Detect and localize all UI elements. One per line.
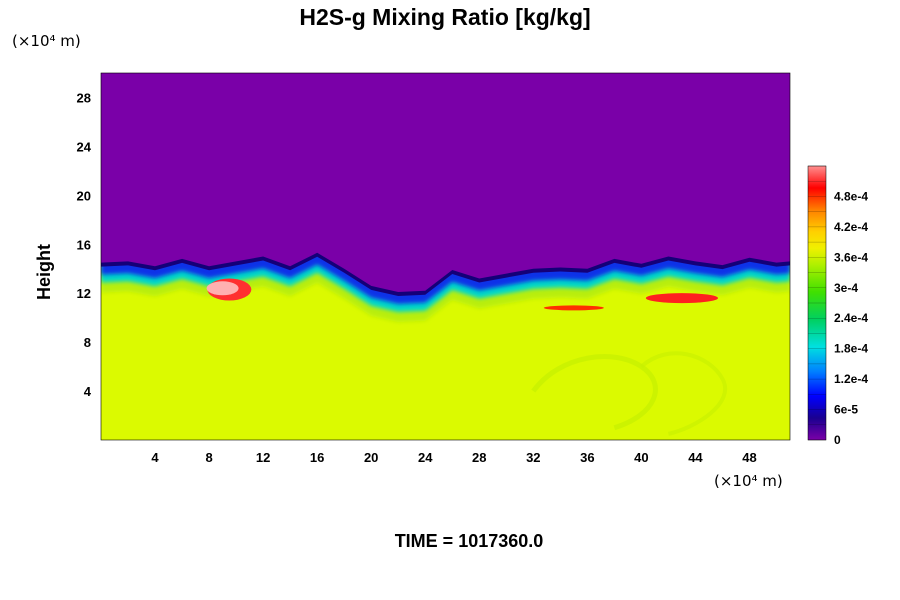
x-tick-label: 24	[418, 450, 433, 465]
colorbar-tick-label: 6e-5	[834, 403, 858, 417]
colorbar-tick-label: 4.2e-4	[834, 220, 868, 234]
y-tick-label: 4	[84, 384, 92, 399]
x-tick-label: 32	[526, 450, 540, 465]
x-tick-label: 28	[472, 450, 486, 465]
colorbar-tick-label: 1.8e-4	[834, 342, 868, 356]
time-label: TIME = 1017360.0	[394, 531, 544, 551]
heatmap-field	[101, 73, 790, 440]
y-tick-label: 28	[77, 90, 91, 105]
colorbar-tick-label: 2.4e-4	[834, 311, 868, 325]
y-tick-label: 12	[77, 286, 91, 301]
y-tick-label: 16	[77, 237, 91, 252]
x-tick-label: 44	[688, 450, 703, 465]
heatmap-swirl	[531, 354, 658, 431]
chart-title: H2S-g Mixing Ratio [kg/kg]	[299, 4, 591, 30]
x-tick-label: 20	[364, 450, 378, 465]
x-axis-ticks: 4 8 12 16 20 24 28 32 36 40 44 48	[151, 450, 756, 465]
y-tick-label: 24	[77, 139, 92, 154]
colorbar-level-lines	[808, 165, 826, 441]
colorbar-tick-label: 3e-4	[834, 281, 858, 295]
heatmap-swirl	[640, 351, 727, 436]
colorbar-tick-label: 4.8e-4	[834, 189, 868, 203]
colorbar-labels: 0 6e-5 1.2e-4 1.8e-4 2.4e-4 3e-4 3.6e-4 4.2e-4 4…	[834, 189, 868, 447]
y-tick-label: 20	[77, 188, 91, 203]
y-tick-label: 8	[84, 335, 91, 350]
x-tick-label: 4	[151, 450, 159, 465]
heatmap-high-patch	[645, 293, 718, 304]
heatmap-high-patch	[543, 305, 604, 311]
x-tick-label: 12	[256, 450, 270, 465]
x-tick-label: 48	[742, 450, 756, 465]
colorbar-tick-label: 0	[834, 433, 841, 447]
x-tick-label: 40	[634, 450, 648, 465]
heatmap-upper-layer	[101, 73, 790, 292]
y-axis-title: Height	[34, 244, 54, 300]
colorbar: 0 6e-5 1.2e-4 1.8e-4 2.4e-4 3e-4 3.6e-4 4.2e-4 4…	[807, 165, 868, 447]
y-axis-ticks: 4 8 12 16 20 24 28	[77, 90, 92, 399]
x-tick-label: 8	[205, 450, 212, 465]
x-tick-label: 36	[580, 450, 594, 465]
colorbar-tick-label: 3.6e-4	[834, 250, 868, 264]
x-tick-label: 16	[310, 450, 324, 465]
x-axis-unit: (×10⁴ m)	[714, 472, 783, 490]
colorbar-tick-label: 1.2e-4	[834, 372, 868, 386]
plot-frame	[100, 72, 791, 441]
heatmap-peak-patch	[206, 281, 239, 296]
y-axis-unit: (×10⁴ m)	[12, 32, 81, 50]
